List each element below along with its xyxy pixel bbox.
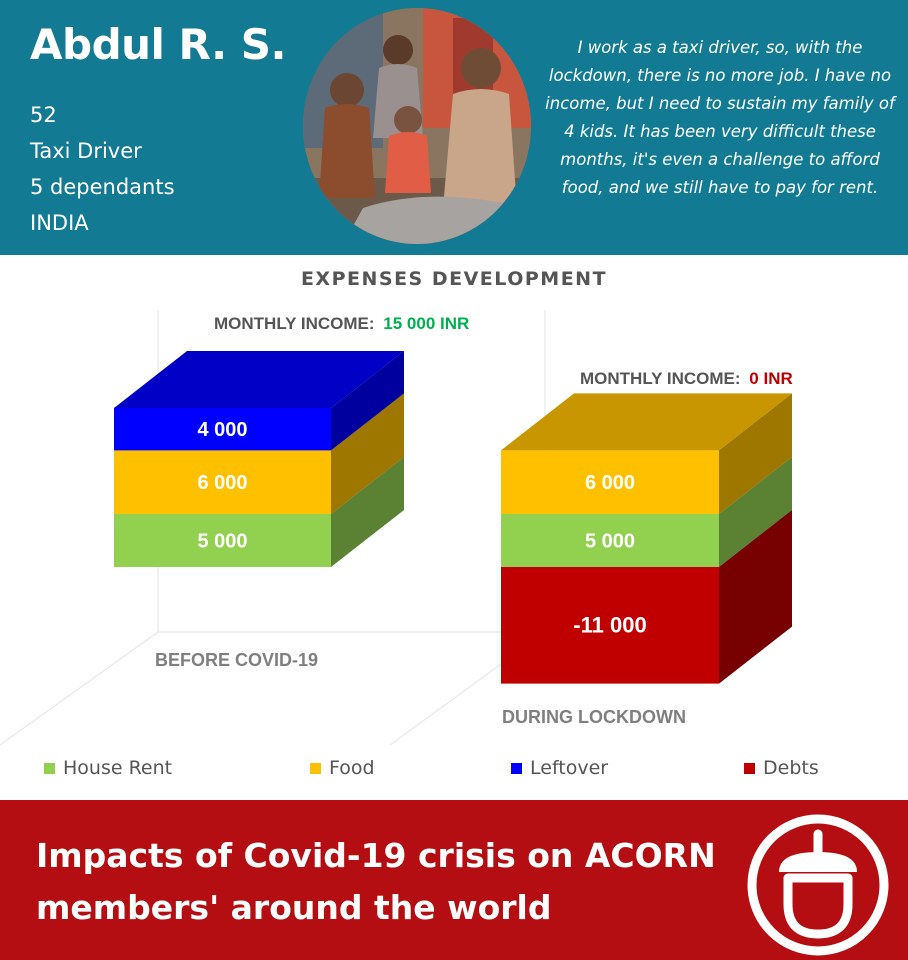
legend-label-debts: Debts [763, 757, 819, 779]
family-photo [303, 8, 531, 244]
category-label-during: DURING LOCKDOWN [502, 707, 686, 727]
footer-banner: Impacts of Covid-19 crisis on ACORN memb… [0, 800, 908, 960]
legend-item-debts: Debts [744, 757, 819, 779]
bar-house-rent-0 [114, 457, 404, 567]
bar-top-0 [114, 351, 404, 408]
bar-debts-1 [501, 510, 792, 684]
income-during-value: 0 INR [749, 369, 793, 388]
data-label-house-rent-0: 5 000 [197, 531, 247, 553]
acorn-logo-icon [747, 814, 889, 956]
bar-house-rent-1 [501, 457, 792, 567]
person-age: 52 [30, 103, 57, 127]
legend-swatch-leftover [511, 762, 522, 774]
income-during: MONTHLY INCOME: 0 INR [580, 369, 793, 389]
legend-swatch-debts [744, 762, 755, 774]
person-country: INDIA [30, 211, 89, 235]
data-label-debts-1: -11 000 [573, 612, 646, 637]
legend-label-food: Food [329, 757, 375, 779]
expenses-chart: 5 000 6 000 4 000 5 000 6 000 -11 000 [0, 310, 792, 746]
profile-header: Abdul R. S. 52 Taxi Driver 5 dependants … [0, 0, 908, 255]
income-during-label: MONTHLY INCOME: [580, 369, 741, 388]
income-before: MONTHLY INCOME: 15 000 INR [214, 314, 469, 334]
legend-label-leftover: Leftover [530, 757, 609, 779]
person-dependants: 5 dependants [30, 175, 175, 199]
testimonial-quote: I work as a taxi driver, so, with the lo… [545, 38, 895, 197]
data-label-leftover-0: 4 000 [197, 419, 247, 441]
legend-item-house-rent: House Rent [44, 757, 172, 779]
data-label-food-1: 6 000 [585, 472, 635, 494]
legend-swatch-food [310, 762, 321, 774]
chart-title: EXPENSES DEVELOPMENT [300, 268, 608, 290]
income-before-label: MONTHLY INCOME: [214, 314, 375, 333]
gridline-1 [0, 631, 159, 746]
legend-label-house-rent: House Rent [63, 757, 173, 779]
data-label-house-rent-1: 5 000 [585, 531, 635, 553]
bar-food-0 [114, 393, 404, 514]
legend-swatch-house-rent [44, 762, 55, 774]
bar-leftover-0 [114, 351, 404, 451]
person-name: Abdul R. S. [30, 20, 286, 69]
bar-food-1 [501, 393, 792, 514]
bar-top-1 [501, 393, 792, 451]
income-before-value: 15 000 INR [383, 314, 470, 333]
person-occupation: Taxi Driver [30, 139, 142, 163]
category-label-before: BEFORE COVID-19 [155, 650, 319, 670]
data-label-food-0: 6 000 [197, 472, 247, 494]
legend-item-food: Food [310, 757, 375, 779]
footer-title: Impacts of Covid-19 crisis on ACORN memb… [36, 836, 716, 927]
legend-item-leftover: Leftover [511, 757, 608, 779]
